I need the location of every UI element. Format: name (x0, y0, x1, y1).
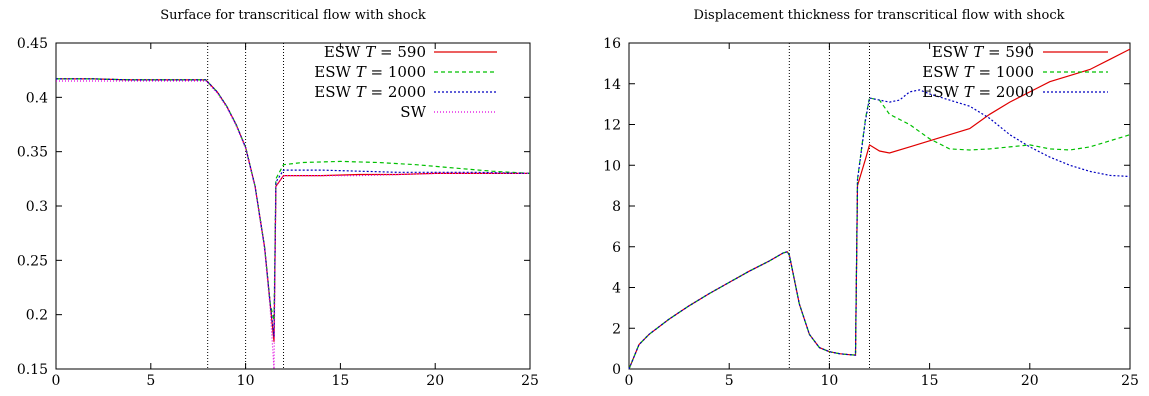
legend-label: SW (400, 103, 426, 121)
y-tick-label: 0 (612, 362, 621, 378)
x-tick-label: 5 (725, 373, 734, 389)
series-line-0 (628, 48, 1131, 370)
x-tick-label: 0 (625, 373, 634, 389)
y-tick-label: 0.35 (17, 145, 48, 161)
legend-label: ESW T = 590 (324, 43, 426, 61)
y-tick-label: 12 (603, 118, 621, 134)
series-line-1 (56, 78, 531, 321)
x-tick-label: 10 (237, 373, 255, 389)
legend-label: ESW T = 2000 (922, 83, 1034, 101)
y-tick-label: 0.45 (17, 36, 48, 52)
chart-title: Displacement thickness for transcritical… (693, 8, 1064, 23)
y-tick-label: 0.3 (26, 199, 48, 215)
legend-label: ESW T = 1000 (314, 63, 426, 81)
series-line-1 (628, 97, 1131, 370)
y-tick-label: 2 (612, 321, 621, 337)
y-tick-label: 0.15 (17, 362, 48, 378)
x-tick-label: 20 (1021, 373, 1039, 389)
x-tick-label: 25 (521, 373, 539, 389)
series-line-0 (56, 78, 530, 342)
y-tick-label: 16 (603, 36, 621, 52)
x-tick-label: 20 (426, 373, 444, 389)
y-tick-label: 14 (603, 77, 621, 93)
legend-label: ESW T = 1000 (922, 63, 1034, 81)
x-tick-label: 10 (820, 373, 838, 389)
y-tick-label: 4 (612, 281, 621, 297)
surface-chart: Surface for transcritical flow with shoc… (17, 8, 539, 389)
displacement-thickness-chart: Displacement thickness for transcritical… (603, 8, 1139, 389)
x-tick-label: 15 (331, 373, 349, 389)
y-tick-label: 10 (603, 158, 621, 174)
y-tick-label: 0.2 (26, 308, 48, 324)
x-tick-label: 25 (1121, 373, 1139, 389)
series-line-2 (628, 89, 1131, 370)
y-tick-label: 6 (612, 240, 621, 256)
series-line-3 (56, 80, 530, 370)
x-tick-label: 0 (52, 373, 61, 389)
plot-frame (628, 42, 1131, 370)
x-tick-label: 5 (146, 373, 155, 389)
y-tick-label: 8 (612, 199, 621, 215)
y-tick-label: 0.4 (26, 90, 48, 106)
series-line-2 (56, 78, 531, 337)
legend-label: ESW T = 2000 (314, 83, 426, 101)
x-tick-label: 15 (921, 373, 939, 389)
chart-title: Surface for transcritical flow with shoc… (160, 8, 426, 23)
legend-label: ESW T = 590 (932, 43, 1034, 61)
y-tick-label: 0.25 (17, 253, 48, 269)
